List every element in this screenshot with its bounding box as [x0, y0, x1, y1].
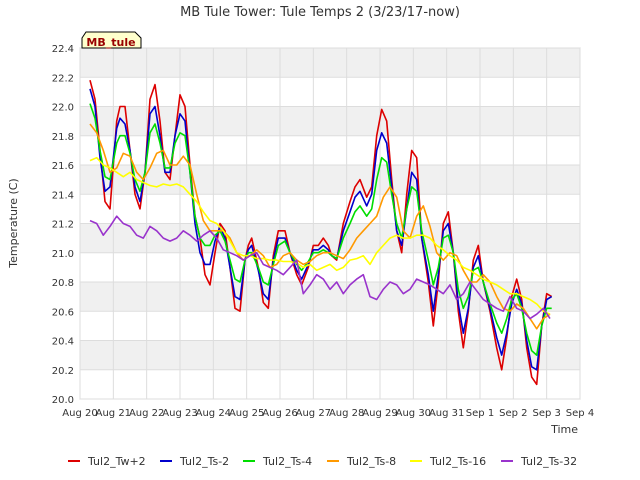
y-tick-label: 22.2: [52, 73, 74, 84]
legend-label: Tul2_Ts-16: [429, 455, 486, 468]
vertical-gridlines: [79, 48, 581, 399]
legend: Tul2_Tw+2 Tul2_Ts-2 Tul2_Ts-4 Tul2_Ts-8 Tul2…: [68, 455, 577, 468]
legend-label: Tul2_Ts-4: [262, 455, 312, 468]
x-tick-label: Aug 29: [362, 408, 397, 419]
series-line-Tul2_Ts-8: [89, 123, 551, 330]
y-tick-label: 20.2: [52, 366, 74, 377]
legend-label: Tul2_Ts-32: [520, 455, 577, 468]
x-tick-label: Sep 2: [499, 408, 527, 419]
grid-band: [80, 48, 580, 78]
station-badge: MB_tule: [81, 31, 142, 49]
x-tick-label: Aug 28: [329, 408, 364, 419]
x-tick-label: Sep 1: [466, 408, 494, 419]
chart-title: MB Tule Tower: Tule Temps 2 (3/23/17-now…: [180, 5, 460, 20]
x-tick-label: Sep 3: [532, 408, 560, 419]
x-tick-label: Aug 31: [429, 408, 464, 419]
y-tick-label: 21.4: [52, 190, 74, 201]
legend-item: Tul2_Ts-8: [327, 455, 396, 468]
legend-label: Tul2_Ts-2: [179, 455, 229, 468]
x-tick-label: Aug 30: [396, 408, 431, 419]
y-axis-label: Temperature (C): [7, 178, 20, 268]
legend-label: Tul2_Tw+2: [87, 455, 146, 468]
series-line-Tul2_Ts-32: [89, 215, 551, 320]
x-tick-label: Aug 20: [62, 408, 97, 419]
series-line-Tul2_Ts-2: [89, 88, 553, 371]
station-badge-box: [81, 31, 142, 49]
x-tick-label: Aug 21: [96, 408, 131, 419]
x-tick-label: Aug 22: [129, 408, 164, 419]
legend-item: Tul2_Ts-32: [501, 455, 577, 468]
series-line-Tul2_Ts-4: [89, 103, 552, 356]
y-tick-label: 20.6: [52, 307, 74, 318]
y-tick-label: 20.0: [52, 395, 74, 406]
y-tick-label: 22.4: [52, 44, 74, 55]
grid-band: [80, 165, 580, 195]
grid-band: [80, 106, 580, 136]
x-tick-label: Aug 27: [296, 408, 331, 419]
x-tick-label: Aug 23: [162, 408, 197, 419]
legend-item: Tul2_Tw+2: [68, 455, 146, 468]
x-tick-label: Aug 25: [229, 408, 264, 419]
y-tick-label: 21.0: [52, 249, 74, 260]
y-tick-label: 21.2: [52, 220, 74, 231]
series-line-Tul2_Ts-16: [89, 156, 551, 315]
legend-item: Tul2_Ts-4: [243, 455, 312, 468]
station-badge-label: MB_tule: [86, 36, 135, 49]
grid-bands: [80, 47, 580, 400]
y-axis-ticks: 20.0 20.2 20.4 20.6 20.8 21.0 21.2 21.4 21.6 21.8…: [52, 44, 74, 406]
x-axis-label: Time: [550, 423, 578, 436]
y-tick-label: 20.4: [52, 337, 74, 348]
legend-item: Tul2_Ts-2: [160, 455, 229, 468]
x-tick-label: Aug 24: [196, 408, 231, 419]
y-tick-label: 22.0: [52, 103, 74, 114]
plot-area: [79, 47, 581, 400]
y-tick-label: 21.8: [52, 132, 74, 143]
y-tick-label: 21.6: [52, 161, 74, 172]
x-tick-label: Aug 26: [262, 408, 297, 419]
series-layer: [89, 79, 553, 386]
y-tick-label: 20.8: [52, 278, 74, 289]
legend-item: Tul2_Ts-16: [410, 455, 486, 468]
legend-label: Tul2_Ts-8: [346, 455, 396, 468]
x-tick-label: Sep 4: [566, 408, 594, 419]
